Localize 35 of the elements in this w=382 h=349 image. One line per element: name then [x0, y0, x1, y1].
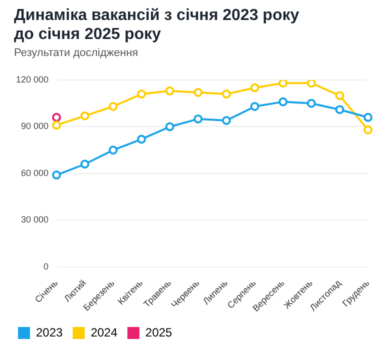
legend-label: 2024: [90, 325, 118, 340]
point: [278, 97, 288, 106]
chart-subtitle: Результати дослідження: [14, 47, 138, 59]
point: [108, 146, 118, 155]
point: [165, 86, 174, 96]
point: [80, 111, 90, 120]
point: [306, 98, 316, 108]
legend-label: 2023: [36, 325, 64, 340]
y-tick-label: 0: [44, 261, 49, 272]
y-tick-label: 120 000: [16, 74, 49, 84]
legend-label: 2025: [145, 325, 172, 340]
point: [52, 170, 62, 180]
point: [52, 112, 62, 122]
point: [108, 102, 118, 111]
point: [194, 114, 203, 124]
point: [364, 112, 372, 122]
point: [136, 134, 146, 144]
y-tick-label: 60 000: [21, 168, 49, 178]
point: [52, 120, 62, 130]
point: [136, 90, 146, 99]
chart-title: Динаміка вакансій з січня 2023 року до січня 2025 року: [14, 6, 300, 44]
point: [222, 90, 231, 99]
point: [250, 102, 260, 111]
point: [80, 160, 90, 169]
point: [364, 125, 372, 134]
y-tick-label: 30 000: [21, 214, 49, 225]
point: [335, 105, 344, 114]
point: [250, 83, 260, 92]
y-tick-label: 90 000: [21, 121, 49, 132]
point: [335, 91, 344, 100]
point: [194, 88, 203, 97]
point: [306, 80, 316, 88]
point: [278, 80, 288, 88]
point: [222, 116, 231, 126]
point: [165, 122, 174, 132]
